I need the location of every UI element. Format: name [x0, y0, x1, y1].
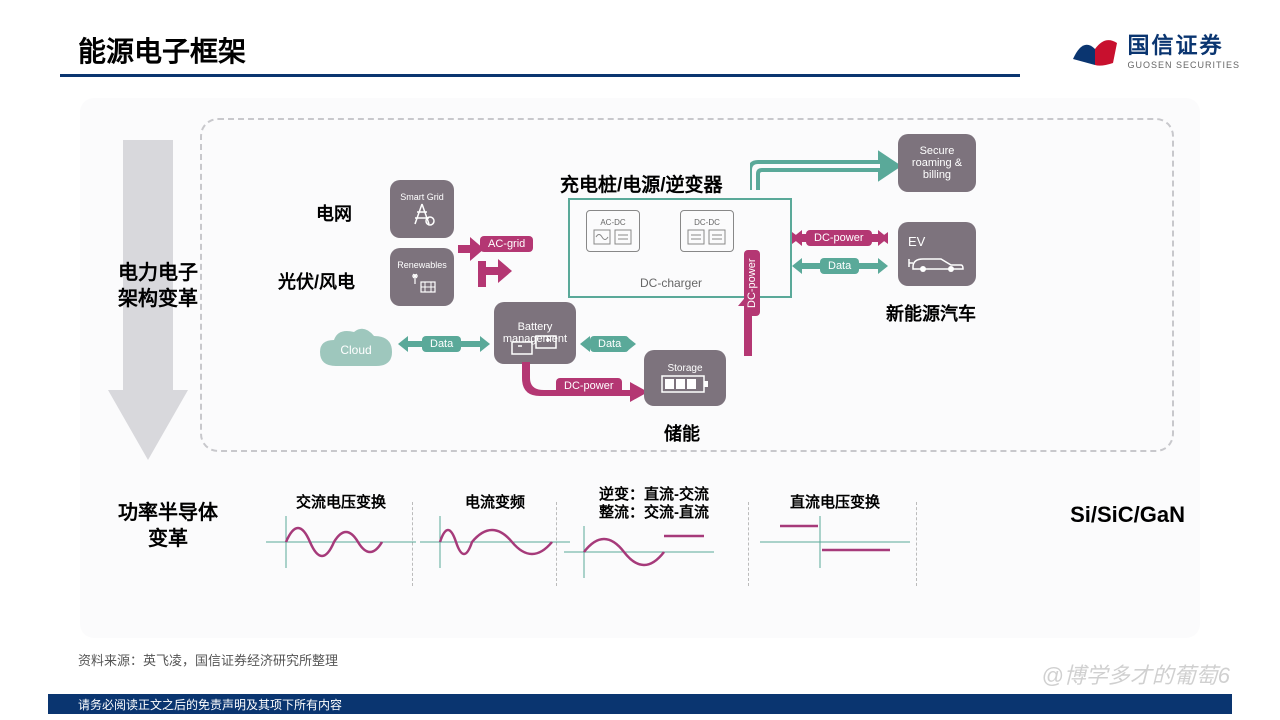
- acdc-icon: [593, 229, 633, 245]
- wave-sep2: [556, 502, 557, 586]
- watermark: @博学多才的葡萄6: [1041, 658, 1230, 690]
- label-grid: 电网: [316, 200, 352, 226]
- label-ev: 新能源汽车: [886, 300, 976, 326]
- storage-icon: [660, 374, 710, 394]
- side-label-semiconductor: 功率半导体 变革: [118, 500, 218, 552]
- wave-sep3: [748, 502, 749, 586]
- acdc-label: AC-DC: [600, 218, 625, 227]
- tag-data-cloud: Data: [422, 336, 461, 352]
- ev-icon: [907, 249, 967, 275]
- block-cloud: Cloud: [316, 326, 396, 374]
- wave1-title: 交流电压变换: [266, 494, 416, 512]
- storage-en: Storage: [667, 363, 702, 374]
- wave3-title: 逆变：直流-交流 整流：交流-直流: [564, 486, 744, 522]
- source-citation: 资料来源：英飞凌，国信证券经济研究所整理: [78, 650, 338, 669]
- materials-label: Si/SiC/GaN: [1070, 502, 1185, 528]
- block-dc-dc: DC-DC: [680, 210, 734, 252]
- wave4-icon: [760, 512, 910, 572]
- block-ev: EV: [898, 222, 976, 286]
- tag-dcpower-storage: DC-power: [556, 378, 622, 394]
- renewables-icon: [407, 270, 437, 294]
- label-charger-title: 充电桩/电源/逆变器: [560, 170, 723, 197]
- tag-data-ev: Data: [820, 258, 859, 274]
- batt-icon: [510, 334, 558, 358]
- wave1-icon: [266, 512, 416, 572]
- wave3-icon: [564, 522, 714, 582]
- arrow-to-secure-icon: [750, 150, 900, 200]
- footer-text: 请务必阅读正文之后的免责声明及其项下所有内容: [78, 696, 342, 713]
- wave-frequency: 电流变频: [420, 494, 570, 584]
- tag-data-storage: Data: [590, 336, 629, 352]
- block-secure-billing: Secure roaming & billing: [898, 134, 976, 192]
- block-ac-dc: AC-DC: [586, 210, 640, 252]
- slide-title: 能源电子框架: [78, 30, 246, 70]
- logo-text-zh: 国信证券: [1127, 28, 1240, 60]
- label-storage: 储能: [664, 420, 700, 446]
- block-storage: Storage: [644, 350, 726, 406]
- block-renewables: Renewables: [390, 248, 454, 306]
- block-smart-grid: Smart Grid: [390, 180, 454, 238]
- dcdc-icon: [687, 229, 727, 245]
- footer-bar: 请务必阅读正文之后的免责声明及其项下所有内容: [48, 694, 1232, 714]
- wave-inverter: 逆变：直流-交流 整流：交流-直流: [564, 486, 744, 576]
- logo-icon: [1071, 29, 1119, 69]
- wave4-title: 直流电压变换: [760, 494, 910, 512]
- label-renewables: 光伏/风电: [278, 268, 355, 294]
- wave-ac-voltage: 交流电压变换: [266, 494, 416, 584]
- title-underline: [60, 74, 1020, 77]
- wave-sep1: [412, 502, 413, 586]
- tag-ac-grid: AC-grid: [480, 236, 533, 252]
- tag-dcpower-up: DC-power: [744, 250, 760, 316]
- company-logo: 国信证券 GUOSEN SECURITIES: [1071, 28, 1240, 70]
- grid-en: Smart Grid: [400, 192, 444, 202]
- tag-dcpower-ev: DC-power: [806, 230, 872, 246]
- grid-icon: [407, 202, 437, 226]
- cloud-label: Cloud: [316, 326, 396, 374]
- side-label-architecture: 电力电子 架构变革: [118, 260, 198, 312]
- dcdc-label: DC-DC: [694, 218, 720, 227]
- renew-en: Renewables: [397, 260, 447, 270]
- ev-en: EV: [908, 234, 925, 249]
- wave-sep4: [916, 502, 917, 586]
- wave2-title: 电流变频: [420, 494, 570, 512]
- wave2-icon: [420, 512, 570, 572]
- wave-dc-voltage: 直流电压变换: [760, 494, 910, 584]
- charger-sub-label: DC-charger: [640, 276, 702, 290]
- logo-text-en: GUOSEN SECURITIES: [1127, 60, 1240, 70]
